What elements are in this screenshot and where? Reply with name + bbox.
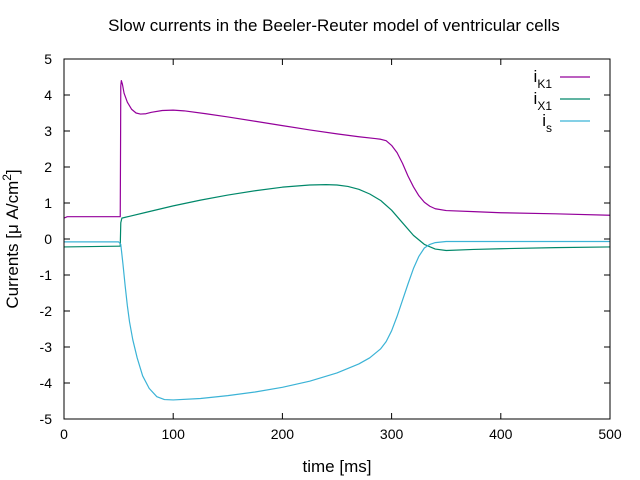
series-layer [63, 80, 611, 401]
x-tick-label: 500 [598, 426, 622, 442]
y-axis-label-main: Currents [μ A/cm [3, 181, 22, 309]
legend-label-iX1: iX1 [534, 89, 553, 113]
legend-label-iK1: iK1 [534, 67, 553, 91]
y-tick-label: 4 [44, 87, 52, 103]
series-line-iK1 [63, 80, 611, 219]
y-tick-label: -3 [40, 339, 53, 355]
y-axis-label: Currents [μ A/cm2] [0, 169, 22, 308]
y-tick-label: -4 [40, 375, 53, 391]
legend-label-base: i [534, 67, 538, 86]
y-tick-label: 1 [44, 195, 52, 211]
legend-label-subscript: K1 [537, 77, 552, 91]
legend-label-subscript: X1 [537, 99, 552, 113]
legend-label-is: is [542, 111, 552, 135]
legend-entry-iX1: iX1 [534, 89, 590, 113]
x-tick-label: 100 [162, 426, 186, 442]
axis-layer: 0 100 200 300 400 500 -5 -4 -3 -2 -1 0 1 2 3 4 5 [40, 51, 622, 442]
y-axis-label-superscript: 2 [0, 174, 14, 181]
y-axis-label-tail: ] [3, 169, 22, 174]
legend-entry-iK1: iK1 [534, 67, 590, 91]
y-tick-label: 2 [44, 159, 52, 175]
series-line-iX1 [63, 184, 611, 252]
x-axis-label: time [ms] [303, 457, 372, 476]
y-tick-label: 3 [44, 123, 52, 139]
chart-title: Slow currents in the Beeler-Reuter model… [108, 16, 560, 35]
x-tick-label: 200 [271, 426, 295, 442]
x-tick-label: 300 [380, 426, 404, 442]
legend-label-base: i [542, 111, 546, 130]
y-tick-label: -2 [40, 303, 53, 319]
y-tick-label: 0 [44, 231, 52, 247]
legend-entry-is: is [542, 111, 590, 135]
y-tick-label: 5 [44, 51, 52, 67]
legend-label-base: i [534, 89, 538, 108]
y-tick-label: -5 [40, 411, 53, 427]
y-tick-label: -1 [40, 267, 53, 283]
legend-label-subscript: s [546, 121, 552, 135]
series-line-is [64, 240, 610, 401]
x-tick-label: 0 [60, 426, 68, 442]
x-tick-label: 400 [489, 426, 513, 442]
plot-frame [63, 58, 611, 420]
